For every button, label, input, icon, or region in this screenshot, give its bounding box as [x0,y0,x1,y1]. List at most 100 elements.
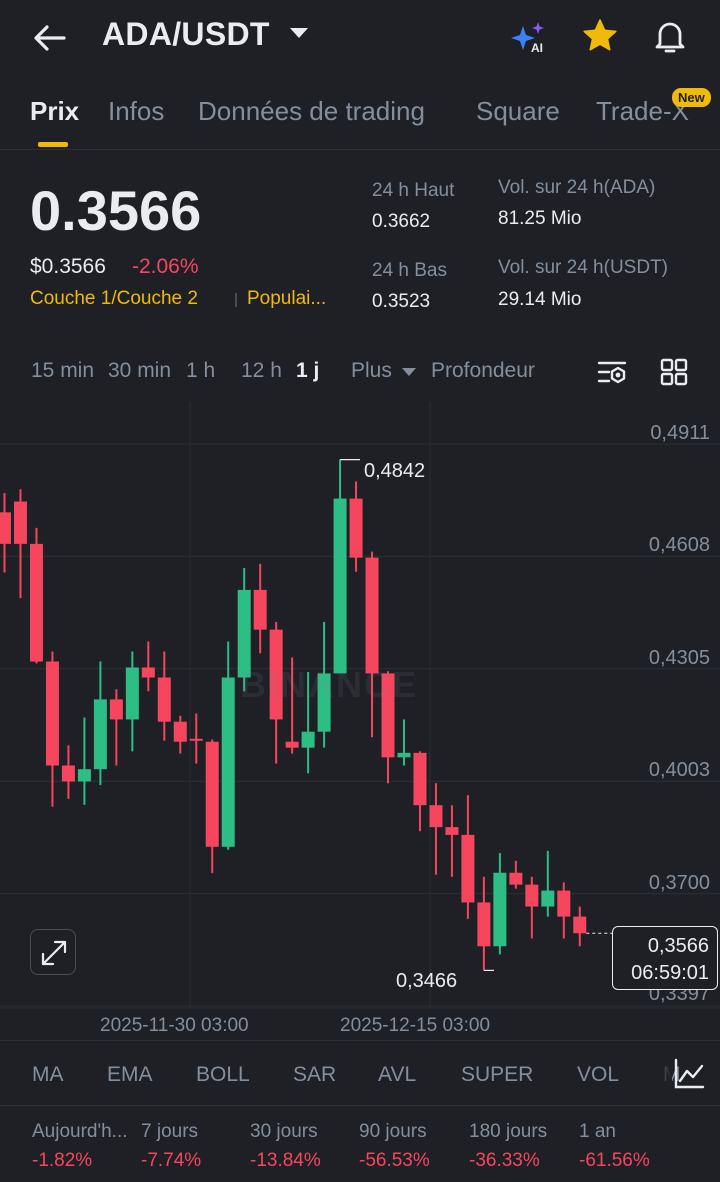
tab-square[interactable]: Square [476,96,560,126]
candle-body [285,741,299,748]
new-badge: New [672,88,711,107]
y-tick-label: 0,3700 [648,872,710,894]
chart-markers [340,459,612,971]
indicator-ema[interactable]: EMA [107,1063,153,1086]
candle-body [477,902,491,947]
interval-12h[interactable]: 12 h [241,359,282,382]
interval-15m[interactable]: 15 min [31,359,95,382]
active-tab-indicator [38,142,68,147]
high-24h-value: 0.3662 [372,211,431,232]
y-tick-label: 0,4305 [648,647,710,669]
candle-body [61,765,75,782]
candle-body [221,677,235,847]
interval-1h[interactable]: 1 h [186,359,216,382]
candle-body [541,890,555,907]
indicator-boll[interactable]: BOLL [196,1063,250,1086]
favorite-star-icon[interactable] [580,16,620,56]
y-tick-label: 0,4003 [648,759,710,781]
candle-body [173,721,187,742]
chart-canvas [0,402,720,1009]
perf-today-label: Aujourd'h... [32,1121,128,1142]
indicator-fade [650,1041,672,1105]
chart-settings-icon[interactable] [596,356,628,388]
more-caret-icon[interactable] [402,368,416,376]
candle-body [413,752,427,806]
candle-body [157,677,171,722]
indicator-vol[interactable]: VOL [577,1063,620,1086]
interval-30m[interactable]: 30 min [108,359,172,382]
candle-body [317,673,331,732]
header: ADA/USDT AI [0,0,720,76]
indicator-ma[interactable]: MA [32,1063,64,1086]
candle-body [525,884,539,907]
tag-divider [235,293,237,307]
candle-body [93,699,107,770]
last-price-tag-value: 0,3566 [647,935,709,957]
ai-sparkle-icon[interactable]: AI [508,18,550,58]
indicator-avl[interactable]: AVL [378,1063,417,1086]
tab-prix[interactable]: Prix [30,96,80,126]
price-change-percent: -2.06% [132,255,199,278]
candlestick-chart[interactable]: BINANCE 0,4911 0,4608 0,4305 0,4003 0,37… [0,402,720,1038]
vol-base-value: 81.25 Mio [498,208,582,229]
tab-trading-data[interactable]: Données de trading [198,96,425,126]
perf-30d-label: 30 jours [250,1121,318,1142]
category-tag-popular[interactable]: Populai... [247,288,327,309]
candle-body [29,543,43,662]
candle-body [365,557,379,674]
candle-body [189,738,203,741]
candle-body [509,872,523,885]
pair-title[interactable]: ADA/USDT [102,16,270,52]
candle-body [333,498,347,674]
perf-1y-label: 1 an [579,1121,616,1142]
x-tick-label: 2025-11-30 03:00 [100,1015,249,1036]
high-24h-label: 24 h Haut [372,180,455,201]
candle-body [397,752,411,758]
low-24h-value: 0.3523 [372,291,431,312]
perf-180d-value: -36.33% [469,1150,540,1171]
perf-7d-label: 7 jours [141,1121,199,1142]
tab-bar: Prix Infos Données de trading Square Tra… [0,86,720,150]
candle-body [253,589,267,630]
last-price: 0.3566 [30,179,202,242]
candle-body [349,498,363,558]
interval-more[interactable]: Plus [351,359,392,382]
low-marker-label: 0,3466 [396,970,458,992]
candle-body [141,667,155,678]
perf-30d-value: -13.84% [250,1150,321,1171]
x-tick-label: 2025-12-15 03:00 [340,1015,491,1036]
candle-body [493,872,507,947]
indicator-super[interactable]: SUPER [461,1063,534,1086]
indicator-bar: MA EMA BOLL SAR AVL SUPER VOL M [0,1040,720,1106]
perf-today-value: -1.82% [32,1150,93,1171]
perf-180d-label: 180 jours [469,1121,548,1142]
candle-body [381,673,395,758]
back-arrow-icon[interactable] [30,18,70,58]
ai-badge-text: AI [531,41,543,55]
candle-body [0,512,11,544]
candle-body [125,667,139,720]
last-price-tag: 0,3566 06:59:01 [612,926,718,990]
perf-90d-value: -56.53% [359,1150,430,1171]
indicator-chart-icon[interactable] [672,1057,706,1091]
fullscreen-button[interactable] [30,929,76,975]
expand-icon [41,940,67,966]
interval-1d[interactable]: 1 j [296,359,320,382]
candle-body [45,661,59,766]
candle-body [77,769,91,782]
indicator-sar[interactable]: SAR [293,1063,337,1086]
candle-body [573,916,587,934]
perf-90d-label: 90 jours [359,1121,427,1142]
tab-infos[interactable]: Infos [108,96,165,126]
perf-1y-value: -61.56% [579,1150,650,1171]
candle-body [461,834,475,903]
depth-tab[interactable]: Profondeur [431,359,535,382]
low-24h-label: 24 h Bas [372,260,447,281]
layout-grid-icon[interactable] [658,356,690,388]
candle-body [269,629,283,720]
category-tag-layer[interactable]: Couche 1/Couche 2 [30,288,198,309]
pair-dropdown-caret-icon[interactable] [290,28,308,38]
notification-bell-icon[interactable] [650,16,690,56]
y-tick-label: 0,4608 [648,534,710,556]
vol-quote-label: Vol. sur 24 h(USDT) [498,257,668,278]
